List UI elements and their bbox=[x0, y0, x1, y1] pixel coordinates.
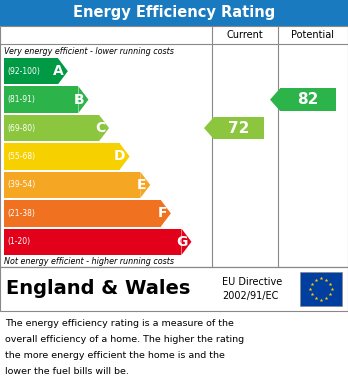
Text: (55-68): (55-68) bbox=[7, 152, 35, 161]
Text: Not energy efficient - higher running costs: Not energy efficient - higher running co… bbox=[4, 256, 174, 265]
Text: Very energy efficient - lower running costs: Very energy efficient - lower running co… bbox=[4, 47, 174, 56]
Polygon shape bbox=[140, 172, 150, 198]
Text: England & Wales: England & Wales bbox=[6, 280, 190, 298]
Text: (92-100): (92-100) bbox=[7, 67, 40, 76]
Bar bbox=[0, 267, 348, 311]
Text: (81-91): (81-91) bbox=[7, 95, 35, 104]
Text: 2002/91/EC: 2002/91/EC bbox=[222, 291, 278, 301]
Bar bbox=[214, 117, 264, 139]
Bar bbox=[280, 88, 336, 111]
Text: lower the fuel bills will be.: lower the fuel bills will be. bbox=[5, 367, 129, 376]
Bar bbox=[0, 26, 348, 267]
Bar bbox=[4, 115, 99, 141]
Polygon shape bbox=[204, 117, 214, 139]
Text: (39-54): (39-54) bbox=[7, 180, 35, 189]
Text: A: A bbox=[53, 64, 64, 78]
Bar bbox=[4, 200, 161, 226]
Text: C: C bbox=[95, 121, 105, 135]
Text: F: F bbox=[157, 206, 167, 221]
Polygon shape bbox=[270, 88, 280, 111]
Polygon shape bbox=[181, 229, 191, 255]
Text: G: G bbox=[176, 235, 188, 249]
Text: E: E bbox=[137, 178, 146, 192]
Text: Potential: Potential bbox=[292, 30, 334, 40]
Polygon shape bbox=[161, 200, 171, 226]
Text: overall efficiency of a home. The higher the rating: overall efficiency of a home. The higher… bbox=[5, 335, 244, 344]
Text: Energy Efficiency Rating: Energy Efficiency Rating bbox=[73, 5, 275, 20]
Bar bbox=[4, 172, 140, 198]
Polygon shape bbox=[120, 143, 130, 170]
Bar bbox=[4, 86, 78, 113]
Text: (1-20): (1-20) bbox=[7, 237, 30, 246]
Polygon shape bbox=[99, 115, 109, 141]
Bar bbox=[0, 0, 348, 26]
Text: 82: 82 bbox=[297, 92, 319, 107]
Text: the more energy efficient the home is and the: the more energy efficient the home is an… bbox=[5, 351, 225, 360]
Text: EU Directive: EU Directive bbox=[222, 277, 282, 287]
Polygon shape bbox=[58, 58, 68, 84]
Text: Current: Current bbox=[227, 30, 263, 40]
Text: 72: 72 bbox=[228, 120, 250, 136]
Text: B: B bbox=[74, 93, 85, 107]
Bar bbox=[300, 272, 342, 306]
Text: D: D bbox=[114, 149, 126, 163]
Polygon shape bbox=[78, 86, 88, 113]
Bar bbox=[4, 229, 181, 255]
Bar bbox=[4, 143, 120, 170]
Text: (21-38): (21-38) bbox=[7, 209, 35, 218]
Text: The energy efficiency rating is a measure of the: The energy efficiency rating is a measur… bbox=[5, 319, 234, 328]
Text: (69-80): (69-80) bbox=[7, 124, 35, 133]
Bar bbox=[4, 58, 58, 84]
